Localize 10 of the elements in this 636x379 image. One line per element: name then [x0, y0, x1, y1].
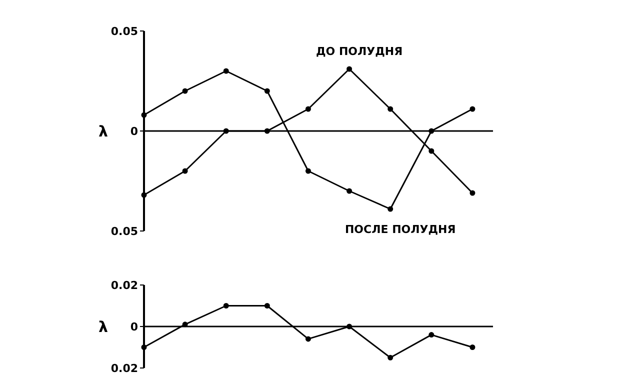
y-tick-label: 0.05	[110, 224, 138, 238]
y-tick-label: 0	[130, 320, 138, 334]
y-tick-label: 0.02	[110, 278, 138, 292]
y-axis-title: λ	[98, 318, 108, 336]
y-tick-label: 0	[130, 124, 138, 138]
y-tick-label: 0.05	[110, 24, 138, 38]
y-tick-label: 0.02	[110, 362, 138, 375]
series-label: ДО ПОЛУДНЯ	[316, 45, 403, 58]
y-axis-title: λ	[98, 122, 108, 140]
series-label: ПОСЛЕ ПОЛУДНЯ	[344, 223, 456, 236]
